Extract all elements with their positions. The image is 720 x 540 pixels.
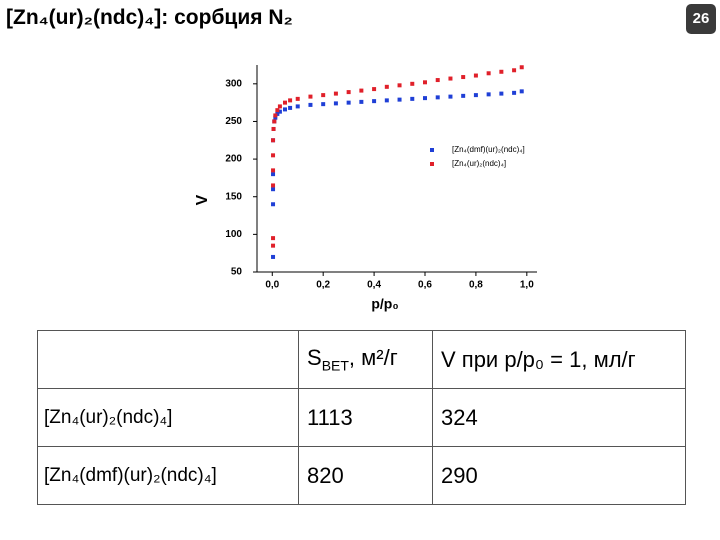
row-label: [Zn₄(ur)₂(ndc)₄]	[37, 388, 299, 447]
point	[410, 81, 415, 86]
point	[277, 109, 282, 114]
point	[295, 104, 300, 109]
point	[423, 80, 427, 85]
y-tick-label: 250	[225, 116, 242, 127]
point	[283, 100, 287, 105]
point	[295, 96, 300, 101]
point	[333, 101, 338, 106]
point	[288, 105, 293, 110]
point	[321, 93, 326, 98]
point	[519, 89, 524, 94]
point	[333, 91, 338, 96]
point	[384, 98, 389, 103]
x-tick-label: 0,6	[418, 280, 432, 291]
point	[321, 102, 326, 107]
cell: 324	[432, 388, 686, 447]
point	[271, 172, 276, 177]
header-cell: V при p/p₀ = 1, мл/г	[432, 330, 686, 389]
legend-swatch	[430, 148, 434, 152]
point	[473, 73, 478, 78]
point	[275, 108, 280, 113]
header-cell: SBET, м²/г	[298, 330, 433, 389]
legend-label: [Zn₄(dmf)(ur)₂(ndc)₄]	[452, 145, 525, 154]
point	[283, 107, 287, 112]
point	[271, 138, 276, 143]
x-tick-label: 0,0	[265, 280, 279, 291]
point	[384, 84, 389, 89]
point	[272, 119, 277, 124]
slide-title: [Zn₄(ur)₂(ndc)₄]: сорбция N₂	[6, 6, 293, 29]
point	[486, 92, 491, 97]
point	[372, 99, 377, 104]
point	[271, 254, 276, 259]
legend-swatch	[430, 162, 434, 166]
point	[271, 202, 276, 207]
point	[435, 78, 440, 83]
point	[288, 98, 293, 103]
cell: 1113	[298, 388, 433, 447]
point	[448, 76, 453, 81]
point	[448, 94, 453, 99]
chart: 50 100 150 200 250 300 0,0 0,2 0,4 0,6 0,8 1,0 p/p₀ V…	[194, 65, 537, 312]
point	[512, 90, 517, 95]
point	[519, 65, 524, 70]
point	[473, 93, 478, 98]
point	[410, 96, 415, 101]
point	[346, 100, 351, 105]
y-tick-label: 100	[225, 229, 242, 240]
point	[359, 88, 364, 93]
point	[308, 102, 313, 107]
point	[486, 71, 491, 76]
header-sub: BET	[321, 357, 349, 374]
point	[372, 87, 377, 92]
point	[271, 236, 276, 241]
x-tick-label: 1,0	[520, 280, 534, 291]
point	[359, 99, 364, 104]
header-text: S	[307, 345, 322, 371]
point	[271, 183, 276, 188]
y-tick-label: 300	[225, 78, 242, 89]
point	[461, 93, 466, 98]
legend-label: [Zn₄(ur)₂(ndc)₄]	[452, 159, 506, 168]
row-label: [Zn₄(dmf)(ur)₂(ndc)₄]	[37, 446, 299, 505]
point	[346, 90, 351, 95]
page-number: 26	[686, 4, 716, 34]
point	[275, 111, 280, 116]
header-row: SBET, м²/г V при p/p₀ = 1, мл/г	[37, 330, 686, 389]
point	[512, 68, 517, 73]
point	[271, 243, 276, 248]
x-tick-label: 0,4	[367, 280, 381, 291]
cell: 290	[432, 446, 686, 505]
point	[273, 113, 278, 118]
row: [Zn₄(dmf)(ur)₂(ndc)₄] 820 290	[37, 446, 686, 505]
point	[271, 126, 276, 131]
y-tick-label: 150	[225, 191, 242, 202]
point	[423, 96, 427, 101]
y-axis-label: V	[194, 194, 211, 205]
point	[277, 104, 282, 109]
point	[499, 91, 504, 96]
point	[273, 115, 278, 120]
cell: 820	[298, 446, 433, 505]
point	[271, 168, 276, 173]
point	[397, 97, 402, 102]
header-text: , м²/г	[348, 345, 398, 371]
point	[499, 69, 504, 74]
point	[397, 83, 402, 88]
row: [Zn₄(ur)₂(ndc)₄] 1113 324	[37, 388, 686, 447]
y-tick-label: 50	[231, 267, 243, 278]
point	[435, 95, 440, 100]
point	[308, 94, 313, 99]
data-table: SBET, м²/г V при p/p₀ = 1, мл/г [Zn₄(ur)…	[37, 330, 686, 505]
point	[271, 153, 276, 158]
point	[271, 187, 276, 192]
point	[461, 75, 466, 80]
empty-cell	[37, 330, 299, 389]
y-tick-label: 200	[225, 154, 242, 165]
x-tick-label: 0,8	[469, 280, 483, 291]
x-tick-label: 0,2	[316, 280, 330, 291]
x-axis-label: p/p₀	[371, 296, 398, 312]
